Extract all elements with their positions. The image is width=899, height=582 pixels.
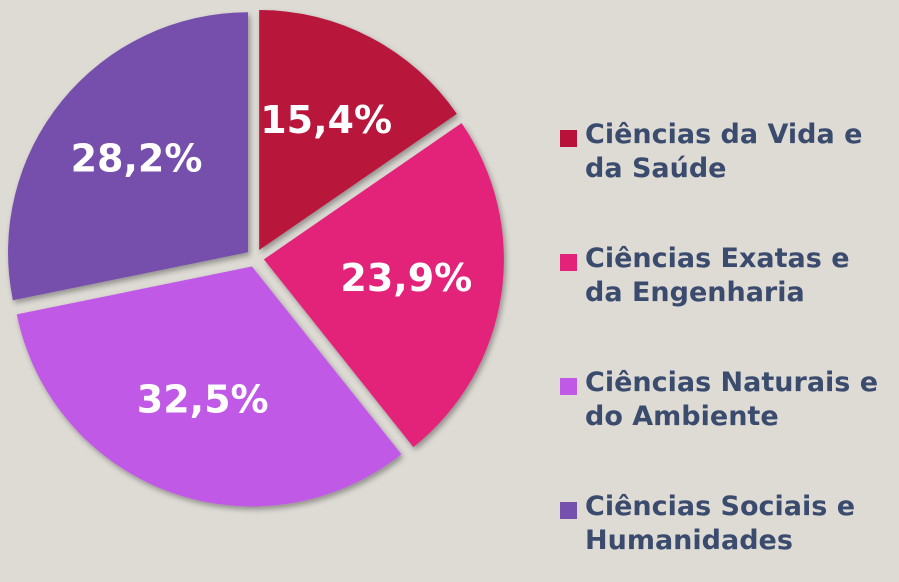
pie-slice [8,12,249,301]
slice-label: 23,9% [340,256,472,300]
pie-slice [259,10,457,251]
pie: 15,4% 23,9% 32,5% 28,2% [8,10,504,507]
legend-label: Ciências Sociais e Humanidades [585,491,856,556]
slice-label: 28,2% [71,137,203,181]
legend-item: Ciências da Vida e da Saúde [560,118,895,186]
legend-item: Ciências Exatas e da Engenharia [560,242,895,310]
legend-label: Ciências da Vida e da Saúde [585,119,863,184]
chart: 15,4% 23,9% 32,5% 28,2% [8,10,504,507]
legend-item: Ciências Naturais e do Ambiente [560,366,895,434]
legend-swatch [560,254,577,271]
legend-item: Ciências Sociais e Humanidades [560,490,895,558]
slice-label: 32,5% [137,377,269,421]
legend-label: Ciências Exatas e da Engenharia [585,243,850,308]
legend-swatch [560,378,577,395]
legend-swatch [560,502,577,519]
pie-slice [263,123,504,448]
legend-swatch [560,130,577,147]
legend-label: Ciências Naturais e do Ambiente [585,367,879,432]
pie-slice [16,266,402,507]
slice-label: 15,4% [260,98,392,142]
